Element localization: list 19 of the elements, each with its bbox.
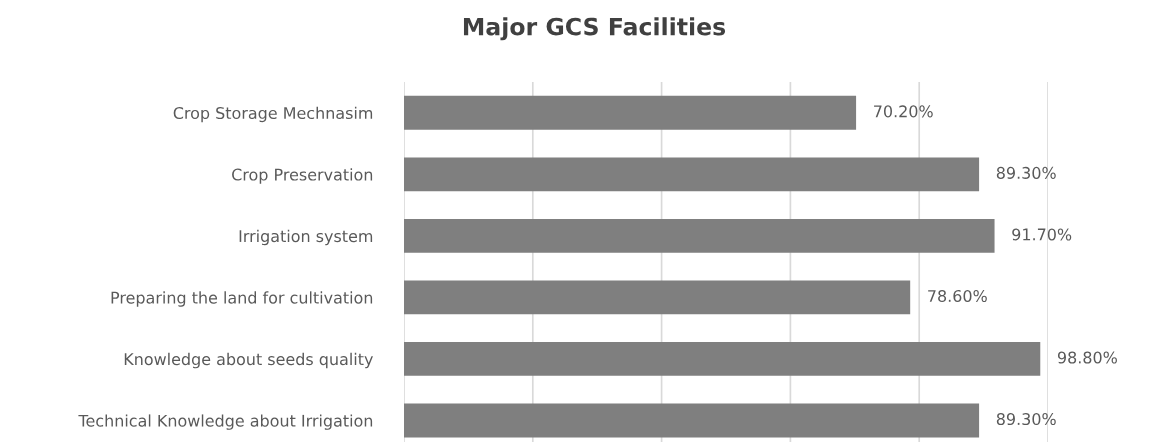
y-tick-label: Crop Preservation [232,168,373,184]
chart-title: Major GCS Facilities [463,17,726,41]
y-tick-label: Technical Knowledge about Irrigation [78,414,373,430]
data-label: 98.80% [1057,351,1117,364]
bar [404,157,980,192]
bar [404,280,911,315]
y-tick-label: Crop Storage Mechnasim [173,106,373,123]
y-tick-label: Irrigation system [239,229,373,246]
data-label: 70.20% [874,105,933,118]
data-label: 78.60% [928,289,987,303]
bar [404,218,995,253]
bar [404,342,1041,376]
data-label: 89.30% [996,413,1056,426]
data-label: 89.30% [996,166,1056,179]
y-tick-label: Knowledge about seeds quality [124,352,373,369]
bar [404,95,857,130]
data-label: 91.70% [1012,228,1072,241]
y-tick-label: Preparing the land for cultivation [111,291,373,307]
bar [404,403,980,438]
